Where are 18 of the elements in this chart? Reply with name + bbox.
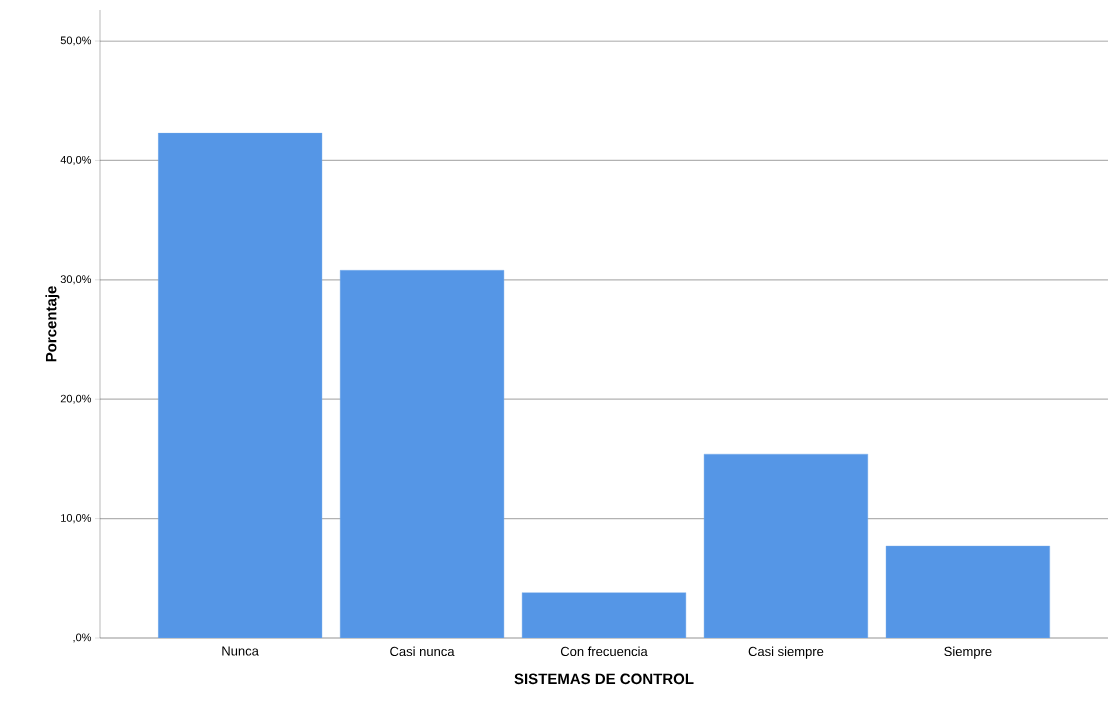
y-tick-label: ,0% <box>73 633 92 643</box>
y-tick-label: 10,0% <box>61 514 92 524</box>
bar <box>521 592 687 638</box>
y-tick-label: 40,0% <box>60 155 92 165</box>
x-tick-label: Casi siempre <box>748 646 824 659</box>
y-tick-label: 30,0% <box>60 275 92 285</box>
x-tick-label: Nunca <box>222 646 259 656</box>
y-tick-label: 50,0% <box>60 36 92 46</box>
bar <box>339 270 505 638</box>
bar <box>885 545 1050 638</box>
y-tick-label: 20,0% <box>60 394 92 404</box>
x-tick-label: Con frecuencia <box>560 646 648 657</box>
bar <box>703 453 869 638</box>
bar <box>158 132 323 638</box>
x-tick-label: Casi nunca <box>390 646 455 657</box>
y-axis-title: Porcentaje <box>45 286 60 362</box>
x-tick-label: Siempre <box>944 646 992 659</box>
x-axis-title: SISTEMAS DE CONTROL <box>514 673 694 685</box>
